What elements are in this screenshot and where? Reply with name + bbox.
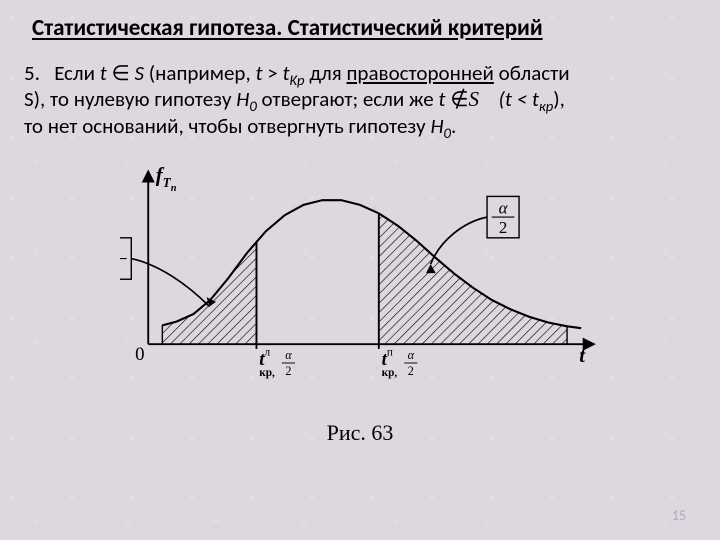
item-number: 5. — [24, 60, 40, 86]
t4-underlined: правосторонней — [346, 60, 493, 86]
figure-caption: Рис. 63 — [120, 420, 600, 446]
left-critical-region — [162, 241, 256, 344]
origin-label: 0 — [135, 344, 144, 365]
alpha-right-num: α — [499, 198, 509, 217]
notin-sym: ∉ — [450, 87, 468, 111]
alpha-right-arrow — [431, 217, 487, 264]
S-close: S), — [24, 86, 45, 112]
tkp-1: t — [282, 60, 289, 86]
t5: области — [499, 60, 570, 86]
comma: , — [560, 86, 565, 112]
x-axis-label: t — [579, 345, 586, 367]
svg-text:α: α — [285, 348, 292, 362]
svg-text:кр,: кр, — [259, 367, 275, 379]
var-t-3: t — [438, 86, 445, 112]
svg-text:2: 2 — [285, 364, 291, 378]
t1: Если — [54, 60, 95, 86]
svg-text:кр,: кр, — [382, 367, 398, 379]
distribution-figure: fTn α 2 — [120, 153, 600, 413]
dot: . — [451, 113, 456, 139]
t3: для — [309, 60, 341, 86]
right-crit-label: tп кр, α 2 — [379, 344, 418, 379]
in-sym-1: ∈ — [112, 60, 130, 86]
page-number: 15 — [672, 507, 686, 524]
figure-wrapper: fTn α 2 — [120, 153, 600, 446]
svg-text:2: 2 — [408, 364, 414, 378]
var-t-1: t — [100, 60, 107, 86]
H-sub-2: 0 — [444, 124, 451, 142]
tkp-cyr-sub: кр — [539, 97, 553, 115]
H-2: H — [430, 113, 443, 139]
t6: то нулевую гипотезу — [50, 86, 231, 112]
t2: (например, — [149, 60, 251, 86]
t7: отвергают; если же — [262, 86, 434, 112]
gt-sym: > — [267, 60, 277, 86]
left-crit-label: tл кр, α 2 — [256, 344, 295, 379]
t8: то нет оснований, чтобы отвергнуть гипот… — [24, 113, 426, 139]
alpha-left-arrow — [131, 258, 209, 306]
var-t-2: t — [255, 60, 262, 86]
paragraph: 5. Если t ∈ S (например, t > tKp для пра… — [24, 60, 696, 139]
page-title: Статистическая гипотеза. Статистический … — [32, 14, 696, 42]
paren-t2: < t — [517, 86, 539, 112]
paren-t1: (t — [499, 86, 512, 112]
set-S-2: S — [469, 87, 480, 111]
alpha-right-den: 2 — [499, 218, 507, 237]
H-1: H — [236, 86, 249, 112]
set-S-1: S — [135, 60, 145, 86]
svg-text:α: α — [408, 348, 415, 362]
y-label: fTn — [156, 164, 177, 193]
